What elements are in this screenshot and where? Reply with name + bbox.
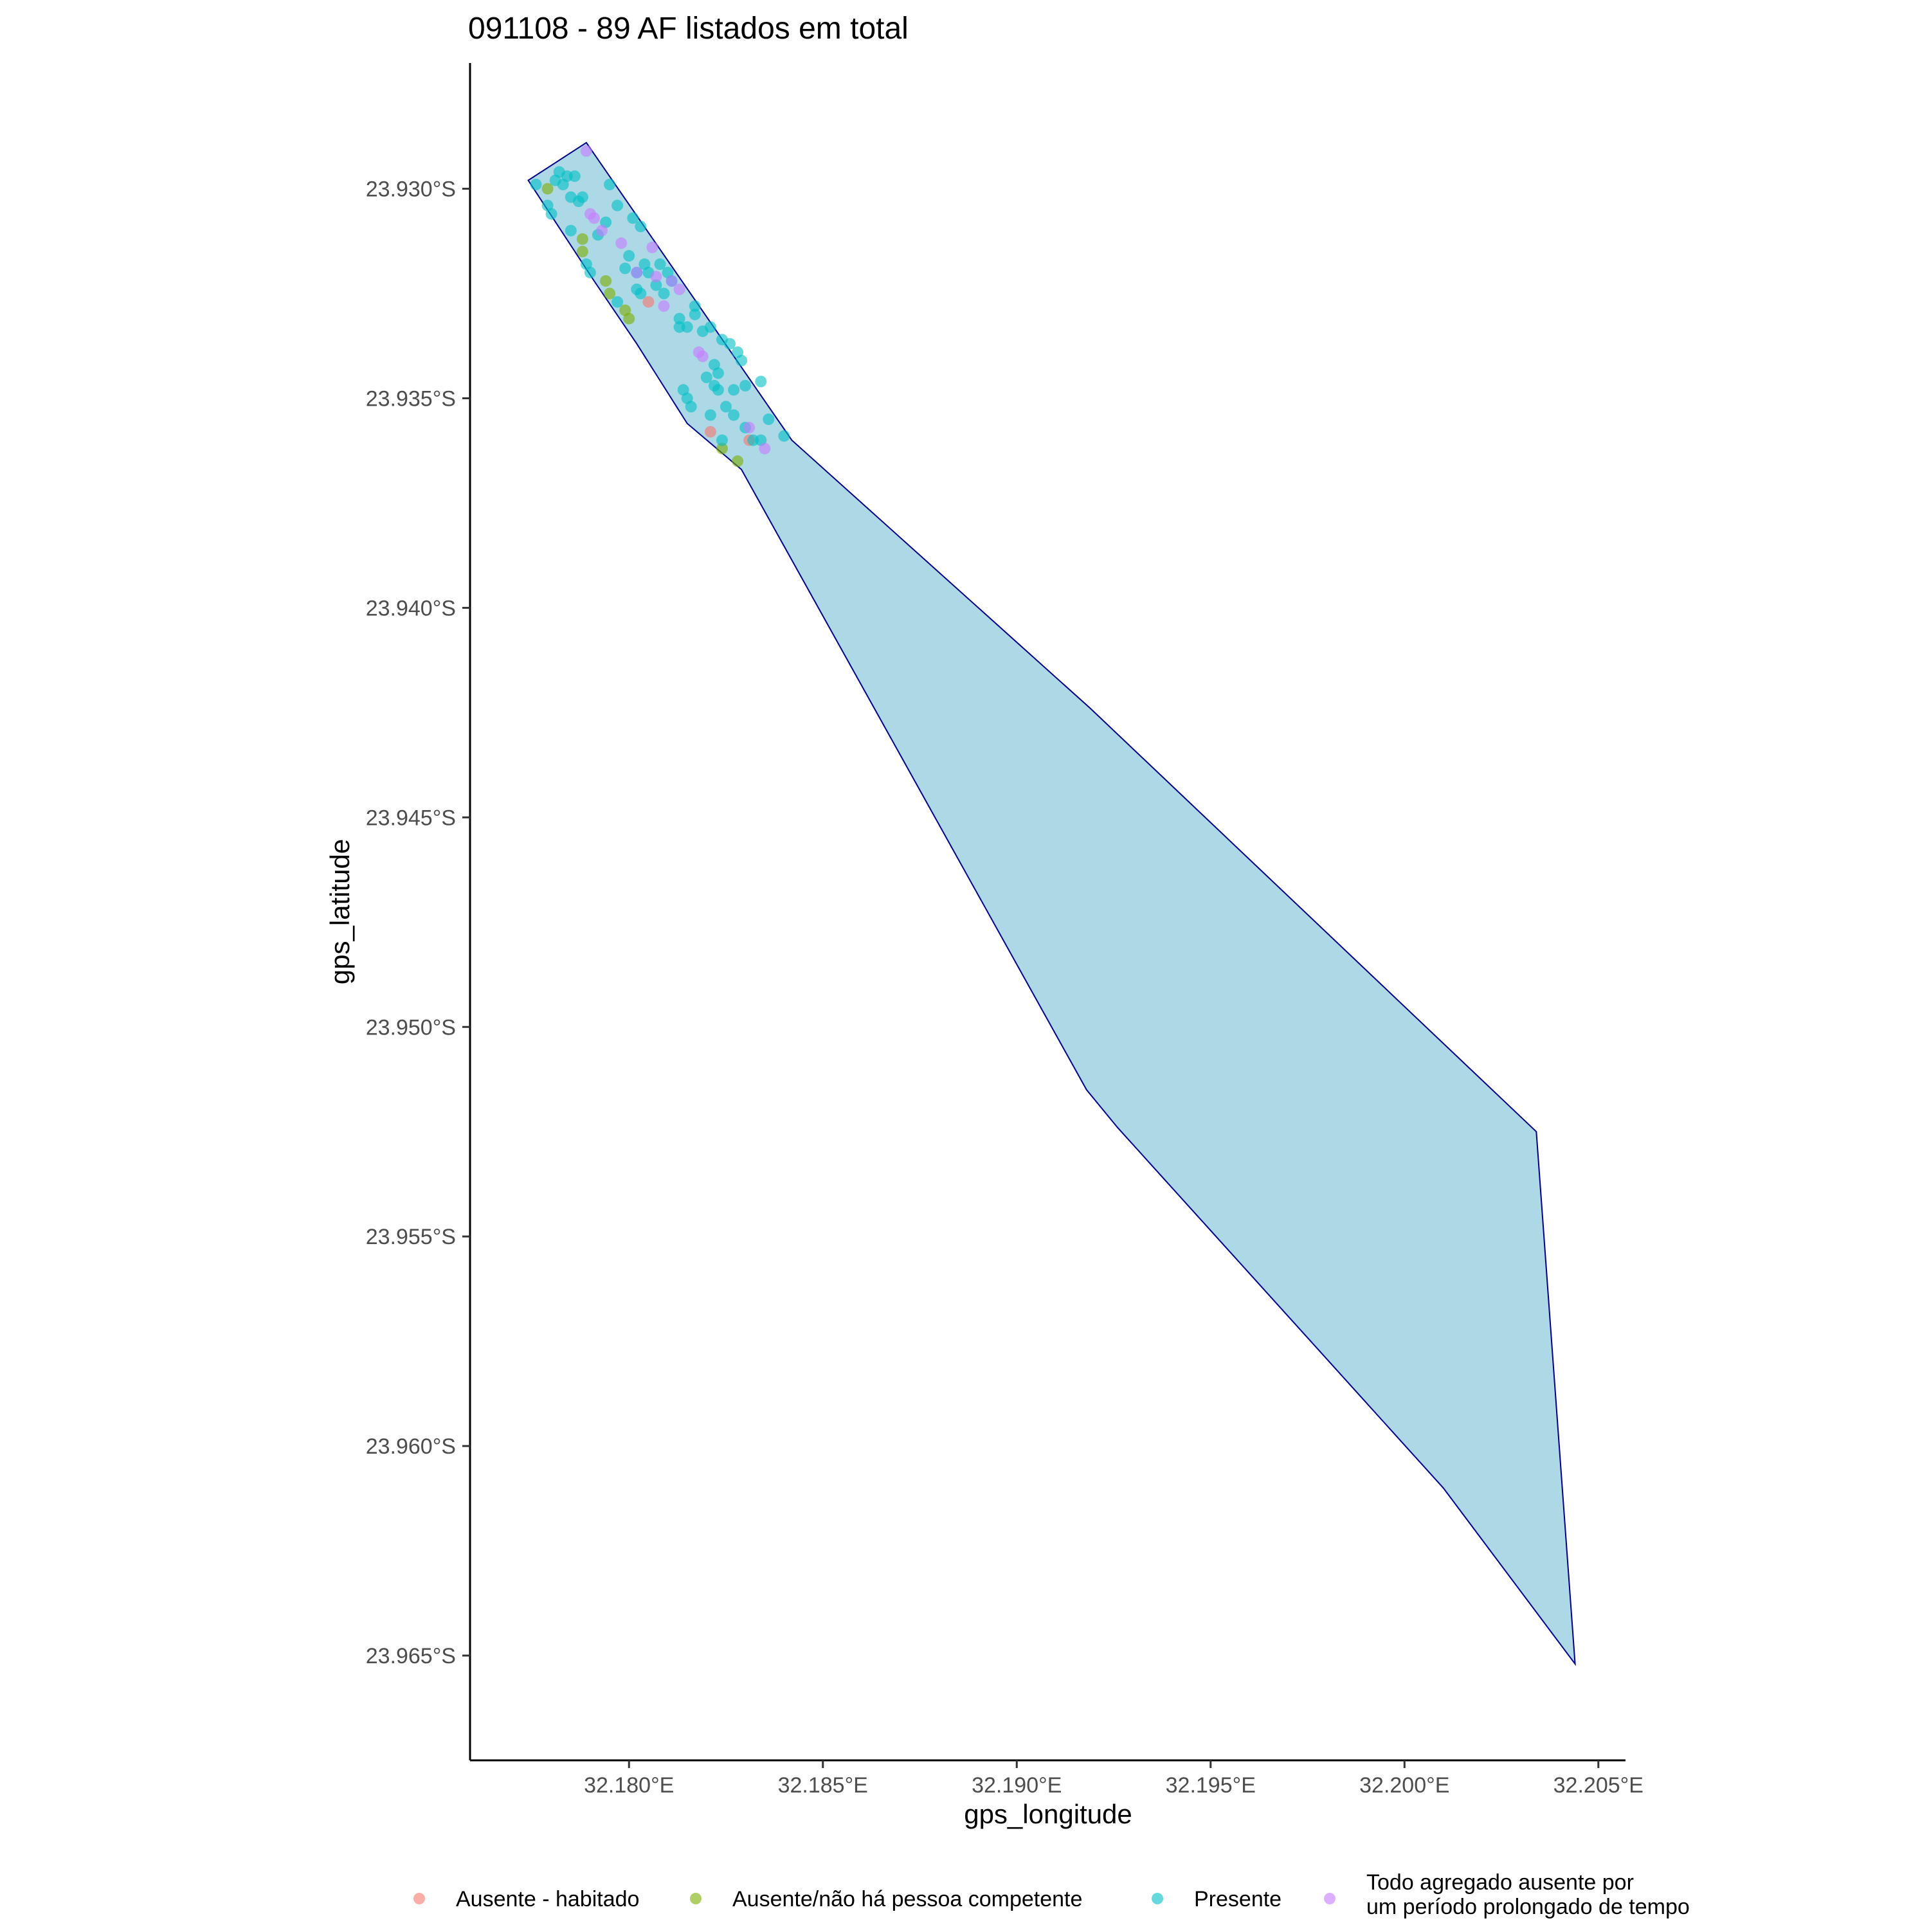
legend: Ausente - habitado Ausente/não há pessoa … (413, 1870, 1690, 1919)
legend-key-series-4 (1324, 1893, 1336, 1904)
data-point-series-3 (604, 179, 616, 190)
x-ticks: 32.180°E 32.185°E 32.190°E 32.195°E 32.200°E… (584, 1760, 1644, 1798)
data-point-series-3 (611, 296, 624, 308)
legend-key-series-3 (1152, 1893, 1163, 1904)
y-tick-label: 23.930°S (366, 177, 456, 202)
legend-key-series-2 (690, 1893, 702, 1904)
data-point-series-4 (673, 284, 685, 295)
data-point-series-4 (666, 275, 678, 287)
data-point-series-3 (681, 321, 693, 333)
data-point-series-3 (623, 249, 635, 262)
y-tick-label: 23.960°S (366, 1434, 456, 1459)
data-point-series-2 (576, 233, 588, 245)
data-point-series-3 (739, 379, 752, 392)
x-tick-label: 32.200°E (1359, 1773, 1449, 1798)
data-point-series-3 (716, 434, 728, 446)
data-point-series-3 (654, 258, 666, 270)
data-point-series-4 (646, 241, 658, 253)
data-point-series-4 (696, 350, 709, 363)
y-tick-label: 23.955°S (366, 1225, 456, 1249)
data-point-series-3 (635, 221, 647, 233)
data-point-series-3 (724, 338, 736, 350)
data-point-series-3 (530, 179, 542, 190)
data-point-series-4 (596, 224, 608, 237)
data-point-series-4 (658, 300, 670, 312)
legend-label-series-4: Todo agregado ausente por um período prol… (1366, 1870, 1690, 1919)
data-point-series-3 (728, 409, 740, 421)
y-tick-label: 23.940°S (366, 596, 456, 620)
data-point-series-2 (600, 275, 612, 287)
legend-label-line: Todo agregado ausente por (1366, 1870, 1634, 1895)
y-tick-label: 23.965°S (366, 1644, 456, 1668)
data-point-series-3 (545, 208, 557, 220)
data-point-series-3 (685, 401, 697, 413)
y-tick-label: 23.935°S (366, 386, 456, 411)
data-point-series-3 (635, 287, 647, 300)
legend-key-series-1 (413, 1893, 425, 1904)
data-point-series-3 (704, 321, 716, 333)
data-point-series-3 (689, 300, 701, 312)
data-point-series-3 (650, 279, 662, 291)
data-point-series-3 (658, 287, 670, 300)
legend-label-line: Ausente - habitado (456, 1887, 639, 1911)
data-point-series-3 (720, 401, 732, 413)
legend-label-line: um período prolongado de tempo (1366, 1895, 1690, 1919)
data-point-series-4 (743, 422, 756, 434)
data-point-series-3 (763, 413, 775, 426)
data-point-series-3 (736, 354, 748, 366)
data-point-series-3 (576, 191, 588, 203)
data-point-series-4 (631, 266, 643, 278)
legend-label-line: Presente (1194, 1887, 1281, 1911)
data-point-series-3 (700, 371, 712, 383)
y-tick-label: 23.945°S (366, 806, 456, 830)
data-point-series-3 (728, 384, 740, 396)
data-point-series-3 (755, 375, 767, 388)
data-point-series-3 (778, 430, 790, 442)
data-point-series-3 (611, 199, 624, 212)
data-point-series-4 (580, 145, 592, 157)
data-point-series-3 (627, 212, 639, 224)
axes-layer (469, 63, 1626, 1762)
y-ticks: 23.930°S 23.935°S 23.940°S 23.945°S 23.950°S… (366, 177, 470, 1668)
points-layer (530, 145, 790, 467)
legend-label-series-2: Ausente/não há pessoa competente (732, 1887, 1082, 1911)
x-tick-label: 32.190°E (972, 1773, 1062, 1798)
data-point-series-3 (584, 266, 596, 278)
data-point-series-4 (615, 237, 628, 249)
data-point-series-2 (576, 246, 588, 258)
data-point-series-2 (604, 287, 616, 300)
x-axis-title: gps_longitude (964, 1799, 1132, 1829)
x-tick-label: 32.205°E (1553, 1773, 1644, 1798)
chart-title: 091108 - 89 AF listados em total (468, 12, 909, 46)
data-point-series-3 (712, 367, 724, 379)
x-tick-label: 32.195°E (1166, 1773, 1256, 1798)
data-point-series-1 (704, 426, 716, 438)
data-point-series-1 (642, 296, 655, 308)
x-tick-label: 32.180°E (584, 1773, 674, 1798)
region-polygon (527, 141, 1576, 1666)
data-point-series-2 (732, 455, 744, 467)
data-point-series-2 (541, 183, 554, 195)
data-point-series-3 (712, 384, 724, 396)
data-point-series-3 (568, 170, 581, 182)
data-point-series-3 (619, 262, 631, 275)
legend-label-series-1: Ausente - habitado (456, 1887, 639, 1911)
x-tick-label: 32.185°E (778, 1773, 868, 1798)
data-point-series-3 (704, 409, 716, 421)
data-point-series-4 (588, 212, 600, 224)
data-point-series-4 (650, 271, 662, 283)
y-axis-title: gps_latitude (325, 839, 355, 985)
data-point-series-2 (623, 312, 635, 325)
region-layer (527, 141, 1576, 1666)
data-point-series-3 (689, 309, 701, 321)
data-point-series-3 (673, 312, 685, 325)
legend-label-series-3: Presente (1194, 1887, 1281, 1911)
data-point-series-2 (716, 442, 728, 455)
data-point-series-4 (759, 442, 771, 455)
data-point-series-3 (565, 224, 577, 237)
legend-label-line: Ausente/não há pessoa competente (732, 1887, 1082, 1911)
y-tick-label: 23.950°S (366, 1015, 456, 1040)
